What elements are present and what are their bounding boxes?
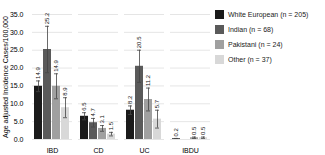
svg-text:25.2: 25.2 [44,12,50,24]
svg-text:20.5: 20.5 [136,36,142,48]
html-text:Indian (n = 68): Indian (n = 68) [228,26,274,33]
svg-text:10.0: 10.0 [10,100,24,107]
svg-text:UC: UC [139,147,149,154]
svg-text:14.9: 14.9 [53,59,59,71]
svg-text:CD: CD [93,147,103,154]
html-text:White European (n = 205): White European (n = 205) [228,11,309,18]
svg-text:30.0: 30.0 [10,29,24,36]
svg-text:0.2: 0.2 [173,127,179,136]
svg-text:11.2: 11.2 [145,74,151,86]
html-text:Other (n = 37): Other (n = 37) [228,56,272,63]
svg-text:8.9: 8.9 [62,87,68,96]
svg-text:0.0: 0.0 [14,136,24,143]
svg-text:IBDU: IBDU [182,147,199,154]
svg-text:25.0: 25.0 [10,46,24,53]
svg-text:Age adjusted Incidence Cases/1: Age adjusted Incidence Cases/100,000 [2,16,10,138]
svg-text:0.5: 0.5 [200,126,206,135]
svg-text:20.0: 20.0 [10,64,24,71]
html-text:Pakistani (n = 24): Pakistani (n = 24) [228,41,283,48]
svg-text:5.7: 5.7 [154,99,160,108]
svg-text:5.0: 5.0 [14,118,24,125]
svg-text:IBD: IBD [47,147,59,154]
svg-text:15.0: 15.0 [10,82,24,89]
svg-text:8.2: 8.2 [127,95,133,104]
svg-text:3.1: 3.1 [99,115,105,124]
svg-text:4.7: 4.7 [90,107,96,116]
svg-text:14.9: 14.9 [35,67,41,79]
svg-text:6.5: 6.5 [81,102,87,111]
svg-text:35.0: 35.0 [10,11,24,18]
svg-text:1.5: 1.5 [108,121,114,130]
svg-text:0.5: 0.5 [191,126,197,135]
